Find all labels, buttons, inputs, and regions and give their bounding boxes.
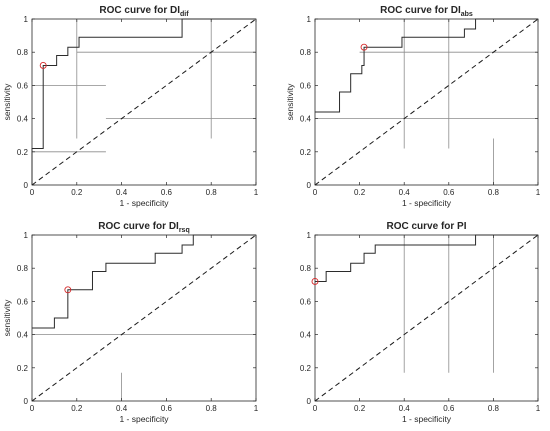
x-tick-label: 1 [536,188,541,197]
y-tick-label: 0.8 [300,264,312,273]
y-tick-label: 1 [24,15,29,24]
x-tick-label: 0.6 [161,404,173,413]
x-tick-label: 0.8 [206,404,218,413]
roc-curve-line [315,234,538,282]
y-tick-label: 0.6 [17,297,29,306]
x-tick-label: 0.4 [116,404,128,413]
y-tick-label: 0 [307,397,312,406]
x-tick-label: 1 [254,404,259,413]
y-axis-label: sensitivity [2,299,12,337]
x-tick-label: 0.4 [399,404,411,413]
y-tick-label: 0.4 [300,115,312,124]
y-tick-label: 0.6 [300,81,312,90]
y-tick-label: 0 [307,181,312,190]
x-tick-label: 0 [30,404,35,413]
x-axis-label: 1 - specificity [402,414,452,424]
x-tick-label: 0.2 [354,188,366,197]
axes-frame [31,234,257,402]
chance-diagonal-line [31,18,257,186]
y-tick-label: 0.2 [17,364,29,373]
y-tick-label: 1 [307,15,312,24]
y-tick-label: 1 [307,231,312,240]
x-tick-label: 0 [30,188,35,197]
optimal-point-marker [39,62,47,69]
optimal-point-marker [311,278,319,285]
y-tick-label: 0.4 [300,331,312,340]
y-tick-label: 0.6 [17,81,29,90]
roc-curve-line [315,18,538,113]
x-tick-label: 0 [313,188,318,197]
y-tick-label: 0.4 [17,331,29,340]
y-tick-label: 0.8 [17,48,29,57]
axes-frame [314,234,539,402]
chart-title: ROC curve for DIdif [99,5,189,18]
chance-diagonal-line [314,18,539,186]
x-tick-label: 0 [313,404,318,413]
y-tick-label: 0.2 [300,148,312,157]
chart-title-main: ROC curve for DI [99,5,180,16]
x-tick-label: 0.6 [161,188,173,197]
chart-title: ROC curve for DIabs [380,5,473,18]
chart-title-subscript: abs [461,11,473,18]
x-axis-label: 1 - specificity [119,414,169,424]
chart-title-subscript: dif [180,11,189,18]
y-tick-label: 0.8 [300,48,312,57]
x-tick-label: 1 [254,188,259,197]
x-tick-label: 0.6 [443,404,455,413]
chart-title-main: ROC curve for DI [98,221,179,232]
x-tick-label: 0.4 [116,188,128,197]
chart-panel-1: 0 0.2 0.4 0.6 0.8 1 0 0.2 0.4 0.6 0.8 1 ROC curve fo… [2,5,259,208]
chart-title-main: ROC curve for PI [386,221,466,232]
y-tick-label: 0.6 [300,297,312,306]
chart-panel-3: 0 0.2 0.4 0.6 0.8 1 0 0.2 0.4 0.6 0.8 1 ROC curve fo… [2,221,259,424]
x-tick-label: 0.6 [443,188,455,197]
chance-diagonal-line [314,234,539,402]
x-axis-label: 1 - specificity [402,198,452,208]
axes-frame [31,18,257,186]
y-tick-label: 0 [24,397,29,406]
y-tick-label: 0 [24,181,29,190]
chart-title-subscript: rsq [179,227,190,234]
chance-diagonal-line [31,234,257,402]
x-tick-label: 1 [536,404,541,413]
axes-frame [314,18,539,186]
y-tick-label: 1 [24,231,29,240]
x-tick-label: 0.8 [488,188,500,197]
chart-title: ROC curve for PI [386,221,466,232]
chart-panel-2: 0 0.2 0.4 0.6 0.8 1 0 0.2 0.4 0.6 0.8 1 ROC curve fo… [285,5,541,208]
chart-panel-4: 0 0.2 0.4 0.6 0.8 1 0 0.2 0.4 0.6 0.8 1 ROC curve fo… [300,221,541,424]
roc-curve-line [31,18,256,185]
x-tick-label: 0.4 [399,188,411,197]
y-tick-label: 0.2 [300,364,312,373]
y-tick-label: 0.8 [17,264,29,273]
x-tick-label: 0.2 [354,404,366,413]
y-tick-label: 0.2 [17,148,29,157]
x-tick-label: 0.8 [488,404,500,413]
chart-title-main: ROC curve for DI [380,5,461,16]
y-axis-label: sensitivity [285,83,295,121]
y-tick-label: 0.4 [17,115,29,124]
optimal-point-marker [64,286,72,294]
x-tick-label: 0.8 [206,188,218,197]
x-tick-label: 0.2 [71,188,83,197]
x-tick-label: 0.2 [71,404,83,413]
optimal-point-marker [360,43,368,51]
x-axis-label: 1 - specificity [119,198,169,208]
roc-curve-line [32,234,256,329]
chart-title: ROC curve for DIrsq [98,221,189,234]
y-axis-label: sensitivity [2,83,12,121]
